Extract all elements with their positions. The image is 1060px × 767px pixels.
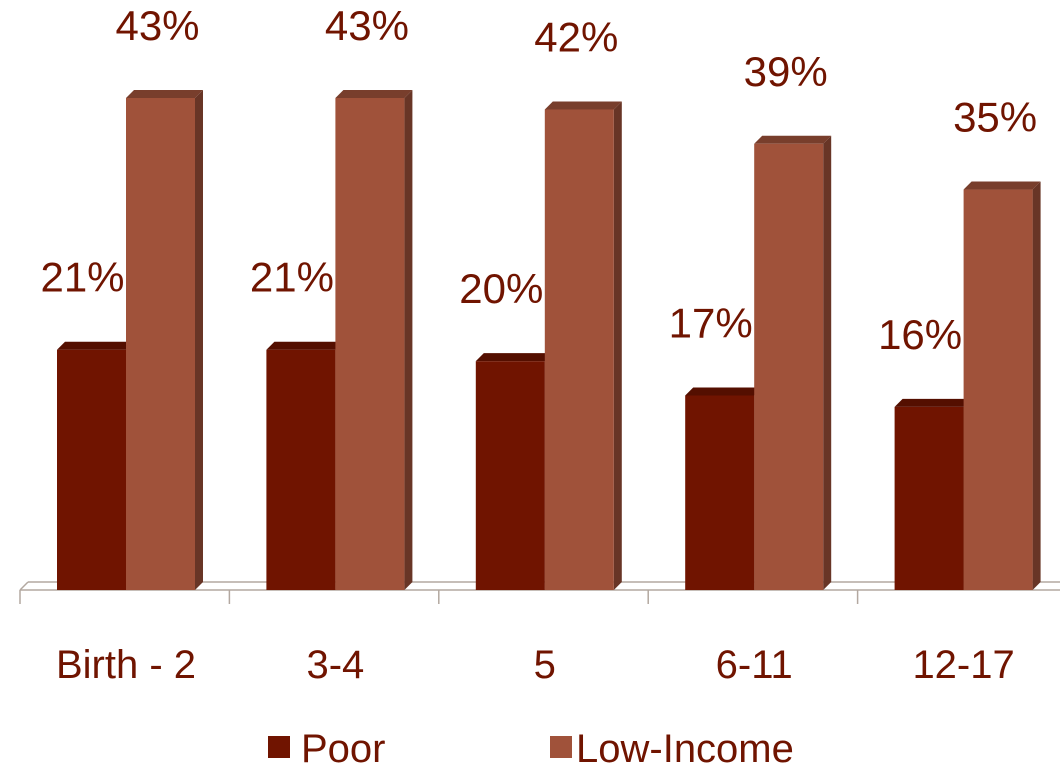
data-label-poor-5: 20%	[459, 265, 543, 312]
bar-top	[126, 90, 203, 98]
bar-top	[57, 341, 134, 350]
bar-front	[57, 349, 126, 590]
data-label-low-income-3-4: 43%	[325, 2, 409, 49]
bar-top	[963, 181, 1041, 190]
axis-layer: Birth - 2 3-4 5 6-11 12-17	[19, 581, 1060, 687]
bar-top	[475, 353, 553, 362]
bar-side	[1032, 181, 1041, 590]
bar-top	[894, 398, 972, 407]
x-tick-label-3-4: 3-4	[306, 643, 364, 687]
bar-side	[404, 90, 413, 590]
data-label-low-income-5: 42%	[534, 13, 618, 60]
bar-front	[754, 143, 824, 590]
legend-label: Low-Income	[576, 727, 794, 767]
bar-front	[894, 406, 964, 590]
bar-top	[266, 341, 344, 350]
bar-side	[195, 90, 203, 590]
bar-top	[544, 101, 622, 110]
legend-swatch	[550, 736, 572, 758]
bar-low-income-6-11	[754, 135, 832, 590]
bar-poor-6-11	[685, 387, 763, 590]
bar-poor-5	[475, 353, 553, 590]
bar-low-income-5	[544, 101, 622, 590]
bar-front	[335, 98, 405, 590]
x-tick-label-birth-2: Birth - 2	[56, 643, 196, 687]
labels-layer: 21% 21% 20% 17% 16% 43% 43% 42% 39% 35%	[40, 2, 1037, 358]
bar-low-income-birth-2	[126, 90, 203, 590]
data-label-low-income-12-17: 35%	[953, 94, 1037, 141]
bar-front	[963, 189, 1033, 590]
bar-low-income-12-17	[963, 181, 1041, 590]
data-label-poor-3-4: 21%	[250, 254, 334, 301]
bar-front	[126, 98, 195, 590]
data-label-poor-birth-2: 21%	[40, 254, 124, 301]
x-tick-label-12-17: 12-17	[912, 643, 1014, 687]
data-label-poor-12-17: 16%	[878, 311, 962, 358]
legend-swatch	[268, 736, 290, 758]
bar-poor-3-4	[266, 341, 344, 590]
bar-front	[266, 349, 336, 590]
bar-poor-12-17	[894, 398, 972, 590]
data-label-poor-6-11: 17%	[669, 299, 753, 346]
legend-label: Poor	[301, 727, 386, 767]
legend-item-poor: Poor	[268, 727, 386, 767]
bar-side	[823, 135, 832, 590]
bar-poor-birth-2	[57, 341, 134, 590]
legend: Poor Low-Income	[268, 727, 794, 767]
axis-floor-edge	[19, 581, 29, 591]
bar-front	[685, 395, 755, 590]
legend-item-low-income: Low-Income	[550, 727, 794, 767]
bar-top	[685, 387, 763, 396]
bar-front	[475, 361, 545, 590]
data-label-low-income-6-11: 39%	[744, 48, 828, 95]
data-label-low-income-birth-2: 43%	[115, 2, 199, 49]
bar-low-income-3-4	[335, 90, 413, 590]
bar-front	[544, 109, 614, 590]
bar-top	[754, 135, 832, 144]
bar-side	[613, 101, 622, 590]
bar-top	[335, 90, 413, 98]
x-tick-label-5: 5	[534, 643, 556, 687]
bars-layer	[57, 90, 1041, 590]
x-tick-label-6-11: 6-11	[716, 643, 793, 687]
